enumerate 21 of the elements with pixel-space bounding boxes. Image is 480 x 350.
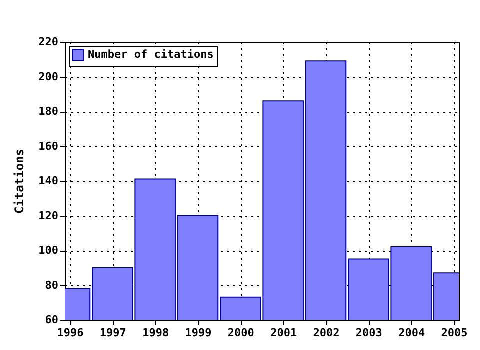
y-tick-label: 160 [38, 140, 58, 153]
y-tick-label: 100 [38, 244, 58, 257]
x-tick-label: 1999 [185, 326, 212, 340]
x-tick-label: 2001 [270, 326, 298, 340]
y-tick-label: 220 [38, 36, 58, 48]
x-tick-label: 1998 [142, 326, 170, 340]
x-tick-label: 2002 [313, 326, 340, 340]
y-axis-title: Citations [12, 148, 27, 214]
x-tick-label: 1997 [100, 326, 126, 340]
y-tick-label: 200 [38, 70, 58, 84]
x-tick-label: 2003 [356, 326, 382, 340]
y-tick-label: 80 [45, 278, 58, 292]
y-tick-label: 120 [38, 209, 58, 222]
x-tick-label: 2000 [228, 326, 254, 340]
x-tick-label: 2005 [441, 326, 468, 340]
y-tick-label: 180 [38, 105, 58, 118]
legend-label: Number of citations [88, 48, 214, 61]
y-tick-label: 140 [38, 174, 58, 188]
y-tick-label: 60 [45, 314, 58, 326]
x-tick-label: 1996 [57, 326, 84, 340]
x-tick-label: 2004 [398, 326, 426, 340]
